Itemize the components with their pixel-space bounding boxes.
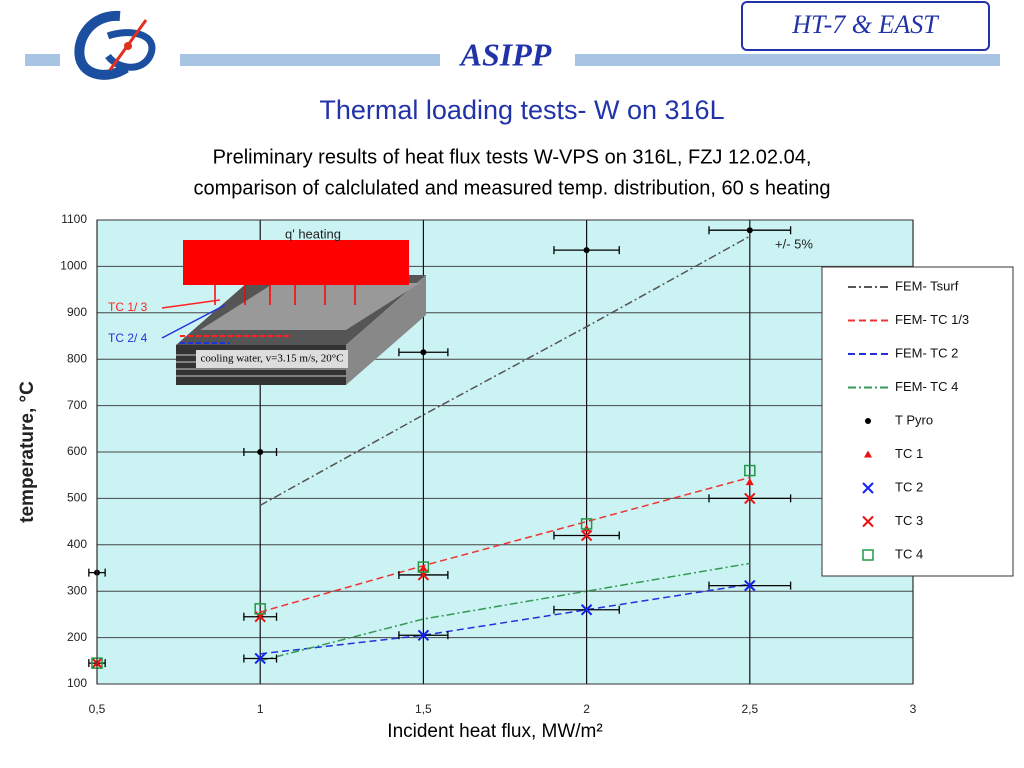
data-point — [583, 247, 590, 254]
legend-label: T Pyro — [895, 412, 933, 427]
x-tick-label: 1 — [257, 702, 264, 716]
legend-swatch — [862, 549, 874, 561]
org-backdrop — [440, 38, 575, 78]
data-point — [420, 349, 427, 356]
legend-swatch — [862, 482, 874, 494]
x-axis-label: Incident heat flux, MW/m² — [387, 721, 602, 742]
y-tick-label: 100 — [67, 676, 87, 690]
y-tick-label: 600 — [67, 444, 87, 458]
x-tick-label: 0,5 — [89, 702, 106, 716]
inset-label: q' heating — [285, 226, 341, 241]
y-tick-label: 900 — [67, 305, 87, 319]
y-tick-label: 200 — [67, 630, 87, 644]
data-point — [419, 564, 428, 571]
data-point — [257, 449, 264, 455]
data-point — [744, 579, 756, 592]
legend-label: TC 2 — [895, 479, 923, 494]
data-point — [745, 478, 754, 486]
data-point — [417, 561, 430, 573]
data-point — [744, 492, 756, 505]
x-tick-label: 2,5 — [741, 702, 758, 716]
badge-box — [741, 1, 990, 51]
y-tick-label: 700 — [67, 398, 87, 412]
data-point — [417, 629, 430, 641]
logo — [74, 10, 156, 80]
legend-swatch — [862, 515, 874, 528]
inset-label: TC 1/ 3 — [108, 300, 148, 314]
annotation: +/- 5% — [775, 236, 813, 251]
legend-box — [821, 266, 1014, 577]
data-point — [580, 518, 593, 530]
subtitle: Preliminary results of heat flux tests W… — [213, 146, 812, 168]
y-axis-label: temperature, °C — [17, 381, 38, 523]
y-tick-label: 300 — [67, 583, 87, 597]
inset-label: cooling water, v=3.15 m/s, 20°C — [200, 353, 343, 365]
marks — [88, 226, 792, 669]
data-point — [744, 464, 756, 477]
legend-swatch — [864, 450, 872, 458]
legend-label: FEM- TC 4 — [895, 379, 958, 394]
data-point — [582, 524, 591, 532]
legend-label: FEM- Tsurf — [895, 278, 959, 293]
data-point — [746, 227, 753, 234]
chart-title: Thermal loading tests- W on 316L — [319, 95, 724, 125]
org-name: ASIPP — [459, 36, 552, 72]
legend-swatch — [865, 418, 871, 424]
badge: HT-7 & EAST — [791, 10, 939, 39]
y-tick-label: 800 — [67, 351, 87, 365]
inset-label: TC 2/ 4 — [108, 331, 148, 345]
y-tick-label: 500 — [67, 491, 87, 505]
y-tick-label: 1000 — [60, 259, 87, 273]
legend-label: FEM- TC 2 — [895, 345, 958, 360]
x-tick-label: 2 — [583, 702, 590, 716]
y-tick-label: 1100 — [61, 212, 87, 226]
series-line — [260, 583, 750, 655]
data-point — [580, 604, 593, 616]
legend-label: TC 3 — [895, 513, 923, 528]
inset-diagram: q' heating TC 1/ 3 TC 2/ 4 cooling water… — [108, 226, 426, 385]
x-tick-label: 3 — [910, 702, 917, 716]
subtitle: comparison of calclulated and measured t… — [193, 177, 830, 199]
data-point — [254, 652, 266, 665]
legend-label: TC 4 — [895, 546, 923, 561]
legend: FEM- Tsurf FEM- TC 1/3 FEM- TC 2 FEM- TC 4 T… — [848, 278, 969, 561]
legend-label: TC 1 — [895, 446, 923, 461]
y-tick-label: 400 — [67, 537, 87, 551]
x-tick-label: 1,5 — [415, 702, 432, 716]
series-line — [259, 476, 750, 613]
data-point — [580, 529, 593, 542]
data-point — [254, 603, 266, 615]
series-line — [260, 562, 750, 662]
series-line — [259, 235, 751, 507]
legend-label: FEM- TC 1/3 — [895, 312, 969, 327]
